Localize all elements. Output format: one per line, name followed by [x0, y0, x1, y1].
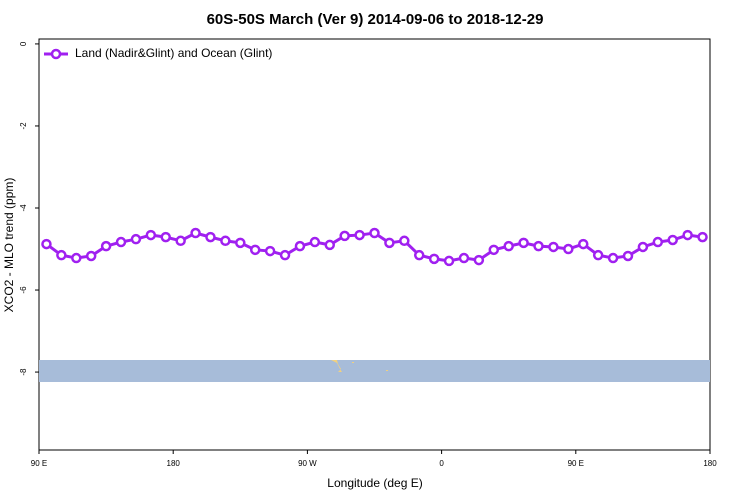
x-tick-label: 90 E [31, 459, 47, 468]
data-point [160, 231, 171, 243]
data-point [667, 234, 678, 246]
data-point [145, 229, 157, 241]
data-point [354, 229, 365, 241]
y-tick-label: 0 [19, 41, 28, 46]
data-point [41, 238, 52, 250]
data-point [533, 240, 544, 252]
data-point [518, 237, 529, 249]
data-point [488, 244, 500, 256]
data-point [56, 249, 67, 261]
data-point [458, 252, 470, 264]
data-point [324, 239, 336, 251]
data-point [309, 236, 321, 248]
data-point [264, 245, 276, 257]
legend-marker [50, 48, 62, 60]
y-axis-label: XCO2 - MLO trend (ppm) [2, 178, 16, 313]
data-point [697, 231, 708, 243]
data-point [339, 230, 350, 242]
data-point [369, 227, 380, 239]
data-point [249, 244, 261, 256]
x-tick-label: 180 [167, 459, 181, 468]
land-patch [331, 360, 342, 372]
data-point [115, 236, 127, 248]
data-point [235, 237, 246, 249]
data-point [294, 240, 306, 252]
data-point [71, 252, 82, 264]
data-point [190, 227, 201, 239]
y-tick-label: -2 [19, 122, 28, 130]
x-tick-label: 0 [439, 459, 444, 468]
data-point [637, 241, 649, 253]
land-patch [386, 370, 388, 371]
data-point [399, 235, 410, 247]
y-tick-label: -8 [19, 368, 28, 376]
data-point [682, 229, 693, 241]
data-point [220, 235, 231, 247]
y-tick-label: -6 [19, 286, 28, 294]
data-point [652, 236, 664, 248]
plot-frame [38, 38, 711, 451]
data-point [622, 250, 634, 262]
data-point [428, 253, 440, 265]
data-point [548, 241, 559, 253]
data-point [384, 237, 395, 249]
land-patch [352, 362, 354, 363]
data-point [563, 243, 574, 255]
data-point [100, 240, 112, 252]
chart-title: 60S-50S March (Ver 9) 2014-09-06 to 2018… [207, 11, 544, 28]
x-axis-label: Longitude (deg E) [327, 476, 422, 490]
map-strip [39, 360, 710, 382]
data-point [85, 250, 97, 262]
data-point [592, 249, 604, 261]
data-point [413, 249, 425, 261]
x-tick-label: 180 [703, 459, 717, 468]
data-point [130, 233, 142, 245]
data-point [473, 254, 485, 266]
data-point [279, 249, 291, 261]
legend-label: Land (Nadir&Glint) and Ocean (Glint) [75, 46, 272, 60]
y-tick-label: -4 [19, 204, 28, 212]
data-point [578, 238, 589, 250]
data-point [503, 240, 514, 252]
x-tick-label: 90 W [298, 459, 317, 468]
x-tick-label: 90 E [568, 459, 584, 468]
data-point [443, 255, 455, 267]
data-point [607, 252, 619, 264]
data-point [175, 235, 186, 247]
data-point [205, 231, 216, 243]
